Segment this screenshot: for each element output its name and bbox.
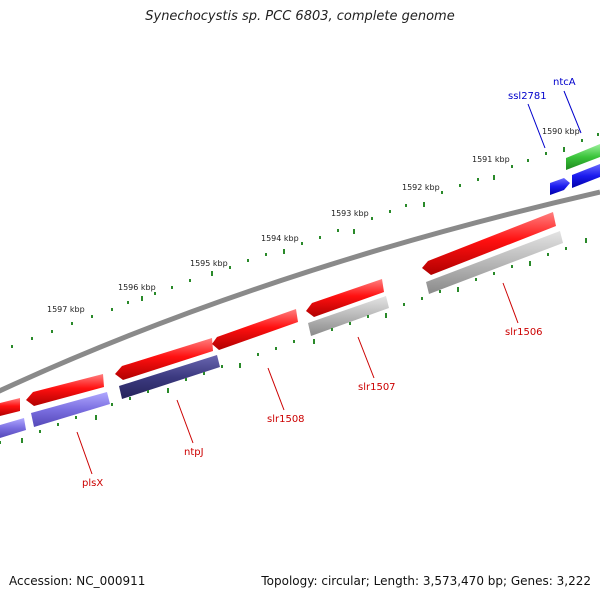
leader-lines <box>76 90 582 475</box>
dark-purple-feature-ntpJ[interactable] <box>119 355 220 399</box>
gene-label-ntpJ[interactable]: ntpJ <box>184 447 204 458</box>
genome-summary-text: Topology: circular; Length: 3,573,470 bp… <box>261 574 591 588</box>
gene-label-slr1507[interactable]: slr1507 <box>358 382 396 393</box>
gene-label-slr1506[interactable]: slr1506 <box>505 327 543 338</box>
gene-label-slr1508[interactable]: slr1508 <box>267 414 305 425</box>
red-cds-left-1[interactable] <box>0 398 20 416</box>
kbp-label-1590: 1590 kbp <box>542 127 580 136</box>
ntcA-feature[interactable] <box>566 144 600 170</box>
accession-text: Accession: NC_000911 <box>9 574 146 588</box>
purple-feature-plsX[interactable] <box>31 392 110 427</box>
kbp-label-1597: 1597 kbp <box>47 305 85 314</box>
gene-label-plsX[interactable]: plsX <box>82 478 103 489</box>
red-cds-plsX[interactable] <box>26 374 104 406</box>
genome-title: Synechocystis sp. PCC 6803, complete gen… <box>145 9 455 24</box>
outer-tick-ring <box>11 133 599 348</box>
kbp-label-1595: 1595 kbp <box>190 259 228 268</box>
kbp-label-1594: 1594 kbp <box>261 234 299 243</box>
red-cds-ntpJ[interactable] <box>115 338 213 380</box>
kbp-label-1592: 1592 kbp <box>402 183 440 192</box>
gene-label-ssl2781[interactable]: ssl2781 <box>508 91 547 102</box>
inner-tick-ring <box>0 238 587 444</box>
purple-feature-left[interactable] <box>0 418 26 438</box>
genome-backbone <box>0 189 600 394</box>
kbp-label-1596: 1596 kbp <box>118 283 156 292</box>
blue-feature-right[interactable] <box>572 164 600 188</box>
kbp-label-1591: 1591 kbp <box>472 155 510 164</box>
gray-feature-slr1507[interactable] <box>308 296 389 336</box>
kbp-label-1593: 1593 kbp <box>331 209 369 218</box>
gene-label-ntcA[interactable]: ntcA <box>553 77 576 88</box>
gray-feature-slr1506[interactable] <box>426 231 563 294</box>
red-cds-slr1507[interactable] <box>306 279 384 317</box>
red-cds-slr1508[interactable] <box>212 309 298 350</box>
red-cds-slr1506[interactable] <box>422 212 556 275</box>
ssl2781-feature[interactable] <box>550 178 570 195</box>
